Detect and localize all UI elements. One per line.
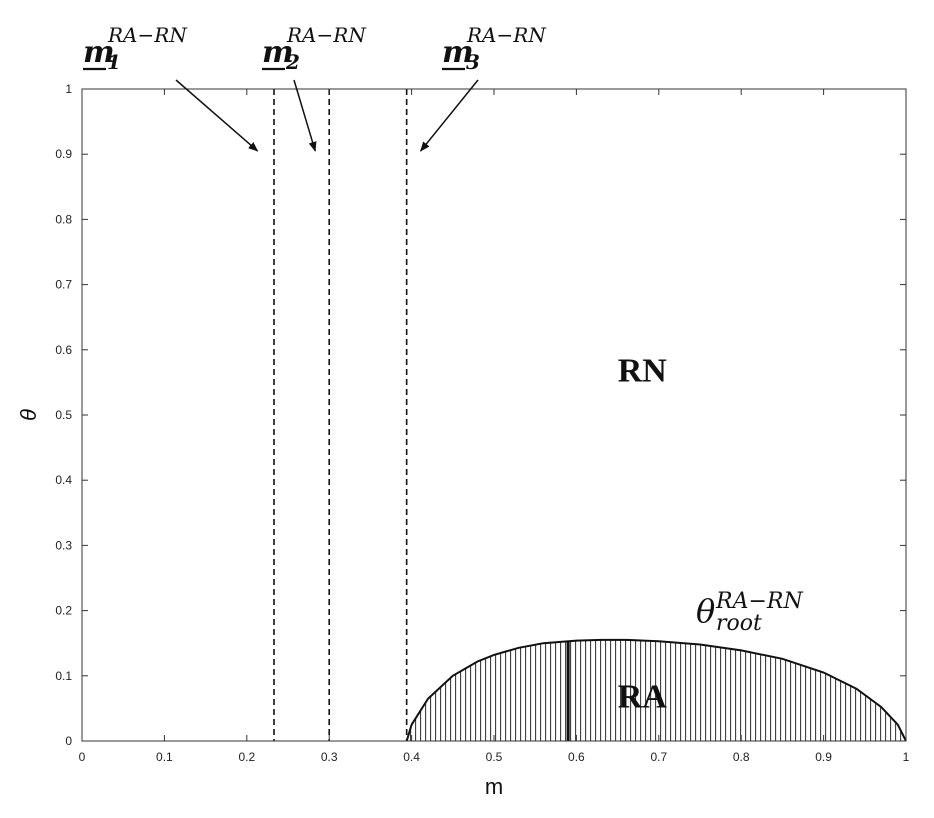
annotation-m1: m1 RA−RN: [83, 23, 259, 152]
y-axis-label: θ: [16, 409, 41, 421]
y-tick-label: 0.3: [55, 538, 72, 552]
theta-superscript: RA−RN: [715, 589, 803, 614]
y-tick-label: 1: [65, 82, 72, 96]
y-tick-label: 0.5: [55, 408, 72, 422]
theta-subscript: root: [716, 611, 762, 636]
annotation-subscript: 1: [107, 50, 121, 74]
annotation-superscript: RA−RN: [107, 23, 188, 47]
annotation-main-symbol: m: [262, 35, 294, 70]
region-label-ra: RA: [618, 678, 668, 715]
x-tick-label: 0.5: [486, 750, 503, 764]
annotation-main-symbol: m: [442, 35, 474, 70]
region-label-rn: RN: [618, 352, 668, 389]
y-tick-label: 0: [65, 734, 72, 748]
y-tick-label: 0.4: [55, 473, 72, 487]
ra-region-hatch: [410, 639, 907, 741]
annotation-arrow: [293, 79, 317, 152]
annotation-arrow: [175, 79, 259, 152]
x-tick-label: 0.2: [238, 750, 255, 764]
annotation-superscript: RA−RN: [286, 23, 367, 47]
x-tick-label: 0.9: [815, 750, 832, 764]
x-tick-label: 0.3: [321, 750, 338, 764]
x-tick-label: 1: [903, 750, 910, 764]
annotation-arrow: [420, 79, 479, 152]
plot-area: 0 0.1 0.2 0.3 0.4 0.5 0.6 0.7 0.8 0.9 1 0 0.1 0.2 0.3 0…: [55, 82, 909, 764]
annotation-subscript: 3: [466, 50, 480, 74]
x-tick-label: 0: [79, 750, 86, 764]
x-axis-label: m: [485, 774, 503, 799]
theta-root-curve: [405, 638, 907, 742]
y-tick-label: 0.2: [55, 604, 72, 618]
y-tick-label: 0.1: [55, 669, 72, 683]
y-tick-label: 0.6: [55, 343, 72, 357]
x-tick-label: 0.6: [568, 750, 585, 764]
y-tick-label: 0.7: [55, 278, 72, 292]
x-tick-label: 0.7: [650, 750, 667, 764]
annotation-main-symbol: m: [83, 35, 115, 70]
y-tick-label: 0.9: [55, 147, 72, 161]
annotation-subscript: 2: [285, 50, 300, 74]
axis-ticks: 0 0.1 0.2 0.3 0.4 0.5 0.6 0.7 0.8 0.9 1 0 0.1 0.2 0.3 0…: [55, 82, 909, 764]
theta-symbol: θ: [696, 592, 715, 630]
annotation-m2: m2 RA−RN: [262, 23, 367, 152]
x-tick-label: 0.1: [156, 750, 173, 764]
annotation-m3: m3 RA−RN: [420, 23, 547, 152]
x-tick-label: 0.4: [403, 750, 420, 764]
y-tick-label: 0.8: [55, 212, 72, 226]
x-tick-label: 0.8: [733, 750, 750, 764]
annotation-superscript: RA−RN: [466, 23, 547, 47]
threshold-lines: [273, 89, 408, 741]
axes-box: [81, 88, 907, 742]
